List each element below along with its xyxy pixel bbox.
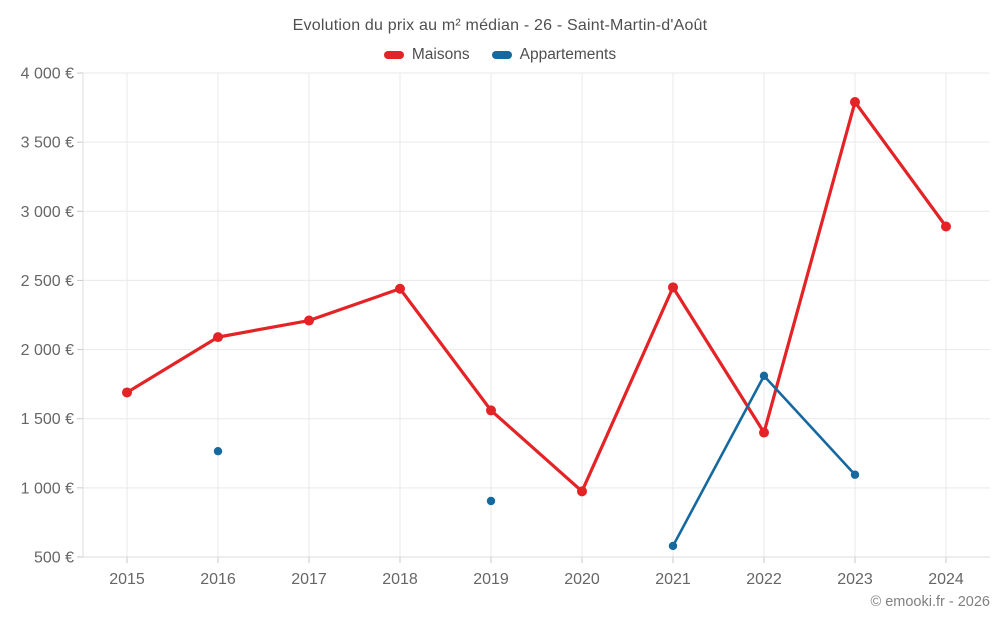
y-axis-label: 500 € — [34, 550, 74, 567]
data-point-maisons-2015 — [122, 387, 132, 398]
x-axis-label: 2018 — [382, 571, 418, 588]
legend-item-maisons[interactable]: Maisons — [383, 46, 470, 64]
y-axis-label: 4 000 € — [21, 66, 74, 83]
y-axis-label: 2 500 € — [21, 273, 74, 290]
series-line-maisons — [125, 100, 948, 493]
chart-title: Evolution du prix au m² médian - 26 - Sa… — [292, 17, 708, 34]
y-axis-label: 1 000 € — [21, 480, 74, 497]
x-axis-label: 2023 — [837, 571, 873, 588]
maisons-series-swatch-icon — [383, 51, 404, 59]
data-point-appartements-2019 — [486, 496, 496, 506]
data-point-appartements-2023 — [850, 470, 860, 479]
x-axis-label: 2024 — [928, 571, 964, 588]
appartements-series-swatch-icon — [491, 51, 512, 59]
legend-label-appartements: Appartements — [519, 46, 617, 63]
data-point-appartements-2016 — [213, 447, 223, 456]
y-axis-label: 2 000 € — [21, 342, 74, 359]
data-point-maisons-2021 — [668, 282, 678, 293]
data-point-maisons-2017 — [304, 315, 314, 326]
chart-legend: Maisons Appartements — [0, 46, 1000, 64]
x-axis-label: 2017 — [291, 571, 327, 588]
x-axis-label: 2020 — [564, 571, 600, 588]
data-point-maisons-2023 — [850, 97, 860, 108]
x-axis-label: 2015 — [109, 571, 145, 588]
legend-item-appartements[interactable]: Appartements — [491, 46, 617, 64]
attribution-credit: © emooki.fr - 2026 — [870, 594, 990, 610]
x-axis-label: 2021 — [655, 571, 691, 588]
y-axis-label: 3 000 € — [21, 204, 74, 221]
data-point-appartements-2021 — [668, 541, 678, 551]
legend-label-maisons: Maisons — [411, 46, 470, 63]
y-axis-label: 3 500 € — [21, 135, 74, 152]
data-point-maisons-2020 — [577, 486, 587, 497]
x-axis-label: 2022 — [746, 571, 782, 588]
data-point-maisons-2019 — [486, 405, 496, 416]
data-point-maisons-2018 — [395, 283, 405, 294]
data-point-maisons-2024 — [941, 221, 951, 232]
y-axis-label: 1 500 € — [21, 411, 74, 428]
data-point-maisons-2016 — [213, 332, 223, 343]
data-point-appartements-2022 — [759, 371, 769, 381]
x-axis-label: 2019 — [473, 571, 509, 588]
x-axis-label: 2016 — [200, 571, 236, 588]
data-point-maisons-2022 — [759, 427, 769, 438]
